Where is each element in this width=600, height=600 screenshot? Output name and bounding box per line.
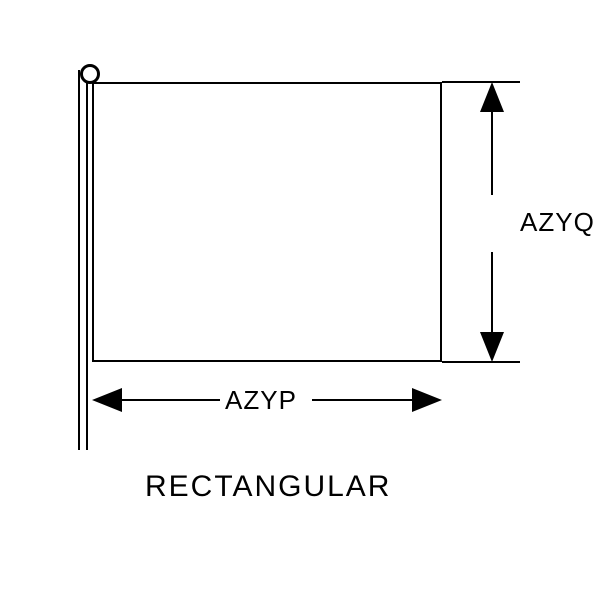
dim-label-azyq: AZYQ [520,207,595,238]
flagpole-inner [86,70,88,450]
flag-rectangle [92,82,442,362]
flagpole-outer [78,70,80,450]
dim-azyq [442,82,520,362]
flagpole-ball [80,64,100,84]
diagram-title: RECTANGULAR [145,470,391,504]
diagram-container: AZYP AZYQ RECTANGULAR [0,0,600,600]
dim-label-azyp: AZYP [225,385,297,416]
